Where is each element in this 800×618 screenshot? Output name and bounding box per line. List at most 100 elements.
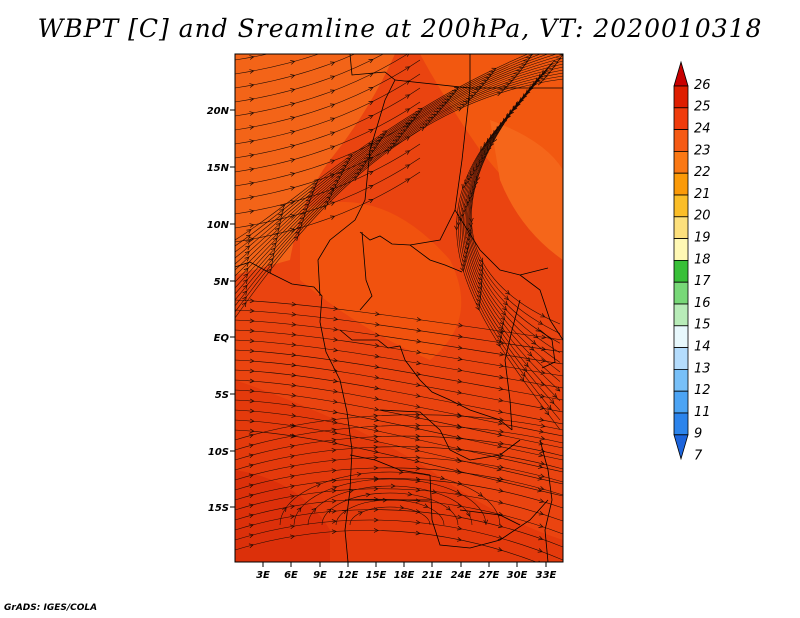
streamline-arrow [373, 434, 379, 440]
streamline-arrow [290, 214, 296, 219]
grads-credit: GrADS: IGES/COLA [4, 603, 98, 613]
streamline-arrow [546, 404, 552, 410]
lat-tick-label: 5N [214, 277, 230, 288]
colorbar-label: 12 [694, 383, 711, 398]
colorbar-label: 14 [694, 340, 711, 355]
streamline [235, 54, 529, 241]
colorbar-swatch [673, 150, 689, 174]
streamline [235, 75, 563, 313]
border-line [379, 409, 521, 461]
wbpt-field-northwest [235, 54, 395, 275]
streamline-arrow [248, 523, 255, 529]
streamline-arrow [525, 57, 531, 62]
colorbar-swatch [673, 238, 689, 261]
streamline-arrow [267, 263, 273, 269]
streamline-arrow [249, 83, 255, 88]
streamline-arrow [248, 453, 255, 459]
streamline-arrow [489, 70, 495, 76]
streamline-arrow [245, 239, 251, 245]
streamline-arrow [279, 208, 285, 214]
streamline-arrow [268, 257, 274, 263]
streamline-arrow [368, 185, 374, 190]
streamline-arrow [537, 320, 544, 325]
map-area [235, 37, 563, 562]
streamline-arrow [301, 212, 307, 218]
streamline [235, 329, 563, 377]
streamline-arrow [476, 293, 481, 299]
streamline [235, 54, 320, 75]
streamline-arrow [405, 164, 411, 169]
streamline-arrow [415, 371, 422, 377]
streamline [235, 530, 537, 562]
streamline-arrow [323, 200, 329, 206]
streamline-arrow [290, 130, 296, 135]
streamline-arrow [368, 87, 374, 92]
streamline-arrow [535, 327, 541, 332]
streamline-arrow [332, 440, 338, 446]
streamline-arrow [290, 200, 296, 205]
streamline-arrow [330, 75, 336, 80]
streamline-arrow [539, 393, 546, 399]
streamline-arrow [331, 529, 337, 534]
streamline-arrow [330, 131, 336, 136]
streamline-arrow [311, 507, 317, 513]
streamline-arrow [552, 393, 558, 399]
streamline-arrow [496, 466, 502, 472]
streamline-arrow [431, 489, 437, 494]
streamline-arrow [405, 37, 411, 43]
streamline-arrow [471, 185, 477, 191]
streamline-arrow [272, 237, 278, 243]
streamline-arrow [537, 487, 543, 493]
streamline-arrow [540, 381, 546, 387]
lat-tick-label: 15S [208, 503, 229, 514]
streamline-arrow [384, 149, 391, 155]
streamline-arrow [415, 530, 421, 536]
streamline-arrow [415, 423, 421, 428]
streamline-arrow [332, 378, 339, 384]
streamline-arrow [415, 478, 421, 483]
streamline-arrow [478, 257, 484, 263]
colorbar-swatch [673, 303, 689, 327]
streamline-arrow [520, 371, 526, 378]
streamline-arrow [373, 496, 379, 502]
streamline-arrow [296, 507, 302, 513]
lat-tick-label: 20N [207, 106, 230, 117]
streamline-arrow [293, 235, 299, 241]
streamline-arrow [491, 67, 497, 73]
streamline-arrow [373, 449, 379, 454]
streamline-arrow [416, 327, 422, 333]
streamline-arrow [313, 179, 319, 184]
streamline-arrow [373, 465, 379, 471]
streamline-arrow [374, 343, 380, 348]
streamline-arrow [415, 425, 421, 431]
streamline-arrow [289, 514, 296, 519]
streamline-arrow [368, 199, 374, 204]
streamline-arrow [498, 464, 504, 470]
streamline-arrow [331, 427, 337, 433]
colorbar-label: 13 [694, 361, 711, 376]
streamline-arrow [368, 129, 374, 134]
streamline-arrow [291, 403, 297, 408]
streamline-arrow [248, 533, 255, 539]
streamline-arrow [289, 474, 296, 479]
streamline-arrow [291, 433, 297, 439]
streamline-arrow [312, 182, 318, 188]
border-line [459, 509, 521, 526]
streamline-arrow [249, 55, 255, 60]
streamline-arrow [330, 145, 336, 150]
streamline-arrow [373, 444, 379, 450]
streamline-arrow [539, 486, 545, 491]
streamline-arrow [368, 115, 374, 120]
streamline-arrow [243, 267, 249, 273]
streamline-arrow [332, 409, 338, 415]
streamline-arrow [483, 519, 489, 525]
streamline-arrow [498, 476, 504, 481]
streamline-arrow [290, 158, 296, 163]
streamline-arrow [503, 300, 509, 306]
streamline-arrow [249, 388, 255, 394]
streamline-arrow [245, 245, 251, 251]
streamline-arrow [498, 329, 503, 335]
border-line [539, 439, 553, 562]
streamline-arrow [523, 362, 529, 368]
streamline-arrow [415, 498, 421, 504]
